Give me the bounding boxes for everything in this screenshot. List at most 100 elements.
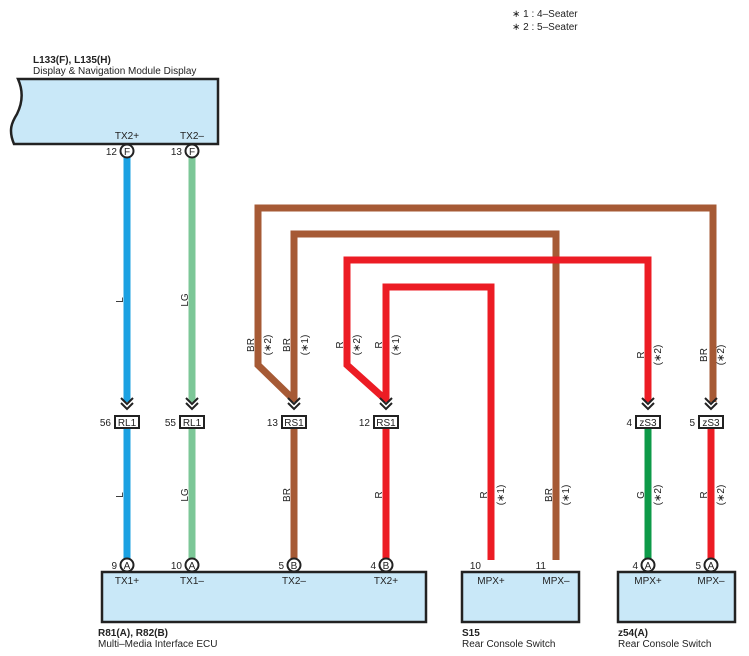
display-name: Display & Navigation Module Display: [33, 66, 196, 77]
pin-connector-letter: B: [383, 561, 390, 572]
wire-color-label: (∗1): [561, 485, 572, 506]
wire-color-label: (∗2): [653, 485, 664, 506]
junction-box: [373, 415, 399, 429]
pin: A4 MPX+: [632, 557, 662, 587]
wire-color-label: BR: [544, 488, 555, 502]
junction-name: RL1: [118, 418, 137, 429]
ecu-code: R81(A), R82(B): [98, 628, 168, 639]
wire-labels: L LG BR (∗2) BR (∗1) R (∗2) R (∗1) R (∗2) BR (∗2) L LG B…: [115, 293, 727, 505]
junction-name: RL1: [183, 418, 202, 429]
pin-number: 13: [171, 147, 183, 158]
pin-label: TX2+: [374, 576, 398, 587]
wire-color-label: L: [115, 297, 126, 303]
pin-label: TX1+: [115, 576, 139, 587]
pin: 11 MPX–: [536, 561, 570, 587]
chevron-down-icon: [704, 402, 718, 411]
junction-box: [114, 415, 140, 429]
pin-connector: [119, 143, 135, 159]
wire-color-label: BR: [699, 348, 710, 362]
pin-label: TX2+: [115, 131, 139, 142]
wire-color-label: (∗1): [496, 485, 507, 506]
wires: [123, 156, 717, 560]
pin-number: 9: [111, 561, 117, 572]
pin-connector: [119, 557, 135, 573]
pin-connector: [184, 143, 200, 159]
z54-box: [616, 570, 737, 624]
ecu-box: [100, 570, 428, 624]
wire-color-label: R: [636, 351, 647, 358]
chevron-down-icon: [185, 402, 199, 411]
chevron-down-icon: [287, 397, 301, 406]
display-module-box: [9, 77, 220, 146]
junction-number: 55: [165, 418, 177, 429]
wire-color-label: (∗2): [716, 485, 727, 506]
junction-box: [635, 415, 661, 429]
pin-label: MPX–: [542, 576, 570, 587]
pin-number: 11: [536, 561, 547, 572]
wire-color-label: (∗2): [716, 345, 727, 366]
junction-name: RS1: [284, 418, 304, 429]
pin: B5 TX2–: [278, 557, 306, 587]
junction-name: RS1: [376, 418, 396, 429]
junction-number: 13: [267, 418, 279, 429]
wire-color-label: R: [335, 341, 346, 348]
junction-name: zS3: [702, 418, 720, 429]
pin-connector-letter: B: [291, 561, 298, 572]
pin: A 10 TX1–: [171, 557, 204, 587]
pin: A5 MPX–: [695, 557, 725, 587]
pin-connector-letter: A: [708, 561, 715, 572]
pin-number: 5: [278, 561, 284, 572]
pin-label: TX1–: [180, 576, 204, 587]
chevron-down-icon: [120, 397, 134, 406]
wire-color-label: (∗1): [391, 335, 402, 356]
pin-connector: [378, 557, 394, 573]
junction-connector: RS1 12: [359, 397, 399, 429]
pin-connector: [184, 557, 200, 573]
pin-label: MPX–: [697, 576, 725, 587]
pin-connector-letter: A: [124, 561, 131, 572]
junction-number: 56: [100, 418, 112, 429]
chevron-down-icon: [287, 402, 301, 411]
pin-connector: [286, 557, 302, 573]
junction-box: [281, 415, 307, 429]
pin-number: 10: [470, 561, 482, 572]
wire-br-5seater: [254, 204, 717, 403]
pin-label: MPX+: [634, 576, 662, 587]
pin-label: TX2–: [282, 576, 306, 587]
chevron-down-icon: [641, 402, 655, 411]
pin-connector-letter: F: [124, 147, 130, 158]
junction-connector: zS3 4: [626, 397, 661, 429]
note-4-seater: ∗ 1 : 4–Seater: [512, 9, 578, 20]
display-code: L133(F), L135(H): [33, 55, 111, 66]
junction-box: [179, 415, 205, 429]
wire-color-label: (∗2): [352, 335, 363, 356]
note-5-seater: ∗ 2 : 5–Seater: [512, 22, 578, 33]
wire-color-label: BR: [282, 338, 293, 352]
junction-box: [698, 415, 724, 429]
chevron-down-icon: [379, 397, 393, 406]
ecu-name: Multi–Media Interface ECU: [98, 639, 218, 650]
pin-connector-letter: F: [189, 147, 195, 158]
wire-color-label: BR: [246, 338, 257, 352]
chevron-down-icon: [120, 402, 134, 411]
wire-color-label: LG: [180, 488, 191, 502]
chevron-down-icon: [704, 397, 718, 406]
junction-name: zS3: [639, 418, 657, 429]
s15-box: [460, 570, 581, 624]
wire-r-5seater: [343, 256, 652, 403]
junction-number: 4: [626, 418, 632, 429]
wire-color-label: (∗2): [263, 335, 274, 356]
pin-label: MPX+: [477, 576, 505, 587]
pin-number: 5: [695, 561, 701, 572]
wire-color-label: (∗2): [653, 345, 664, 366]
wire-color-label: G: [636, 491, 647, 499]
pin-connector-letter: A: [645, 561, 652, 572]
pin-connector-letter: A: [189, 561, 196, 572]
chevron-down-icon: [185, 397, 199, 406]
z54-code: z54(A): [618, 628, 648, 639]
pin-number: 4: [632, 561, 638, 572]
wire-color-label: L: [115, 492, 126, 498]
wire-color-label: R: [699, 491, 710, 498]
pin-number: 4: [370, 561, 376, 572]
